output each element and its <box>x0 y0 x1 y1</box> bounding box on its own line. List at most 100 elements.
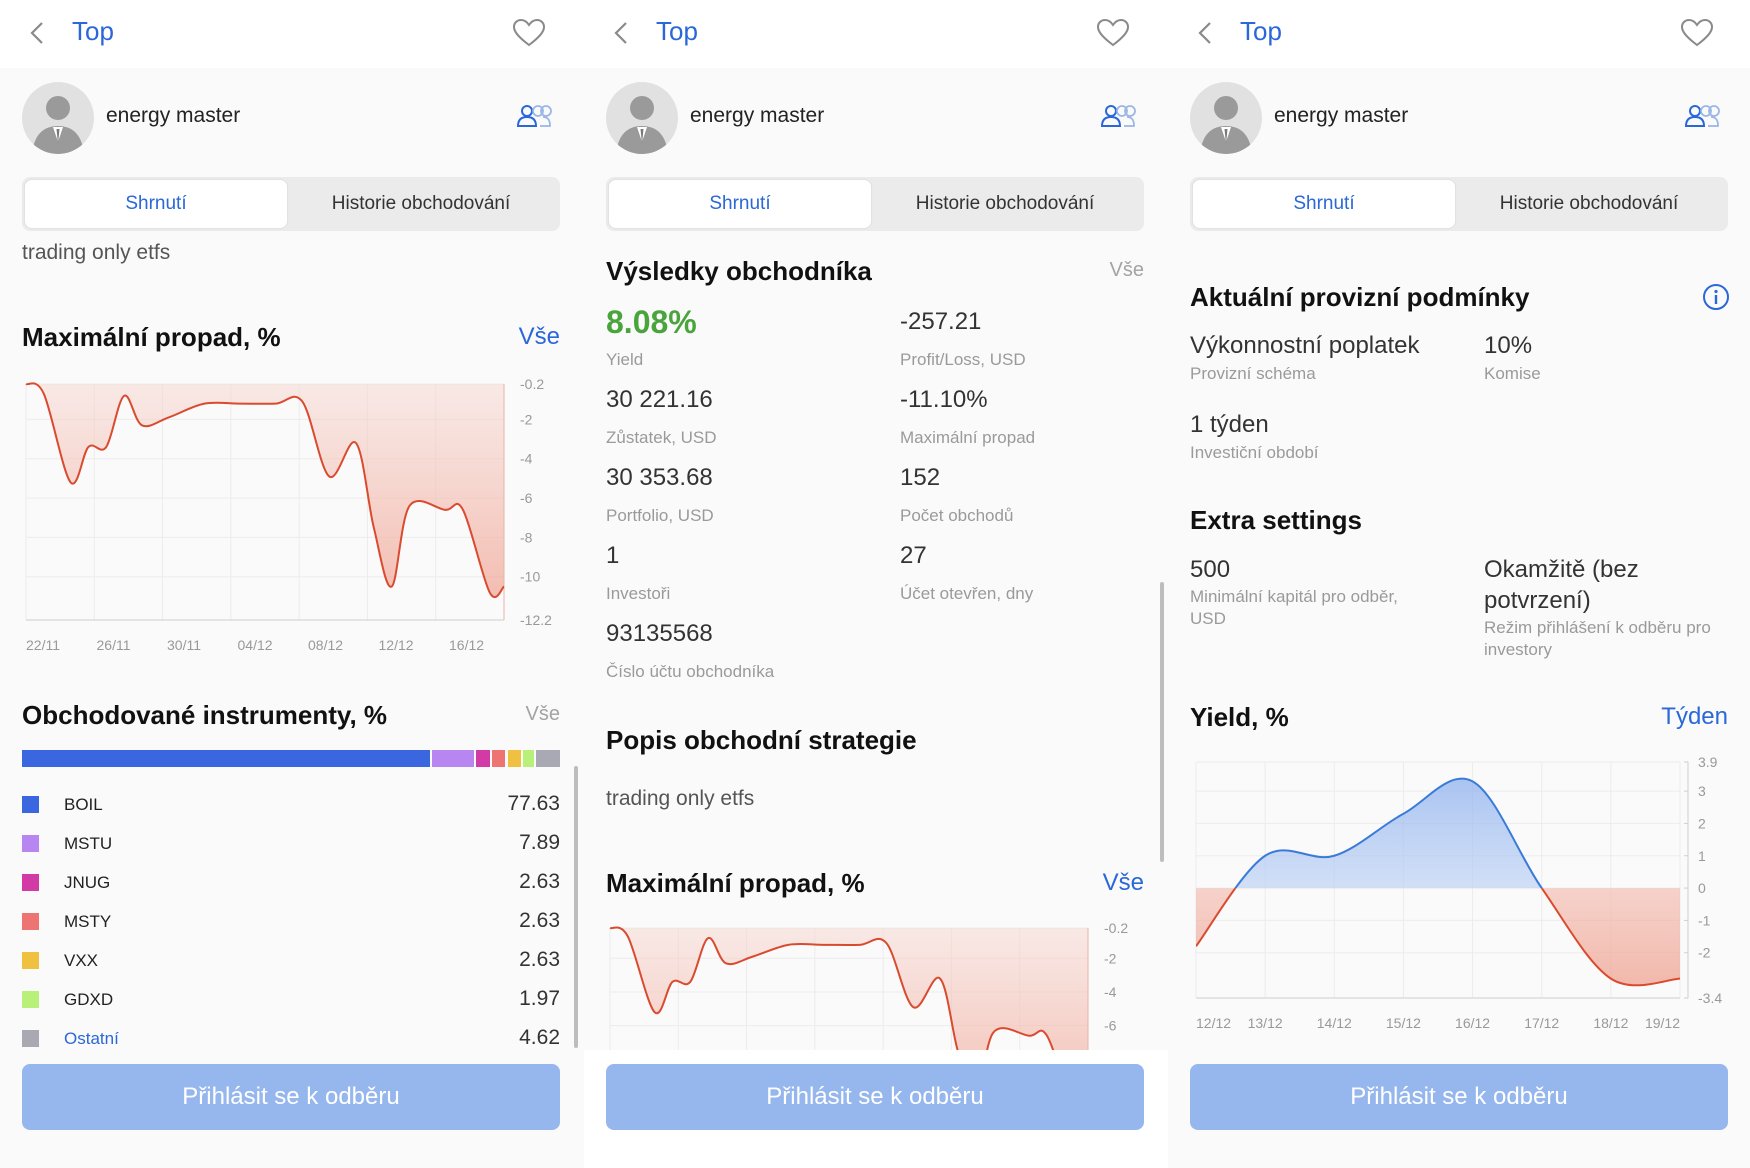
trader-name: energy master <box>1274 104 1409 127</box>
y-tick-label: 0 <box>1698 880 1706 896</box>
stat-value: 30 353.68 <box>606 464 713 491</box>
y-tick-label: -6 <box>520 490 533 506</box>
instrument-name[interactable]: Ostatní <box>64 1029 119 1048</box>
stat-label: Profit/Loss, USD <box>900 350 1026 369</box>
scrollbar[interactable] <box>574 766 578 1048</box>
favorite-heart-icon[interactable] <box>512 18 546 48</box>
stat-label: Portfolio, USD <box>606 506 714 525</box>
top-bar: Top <box>0 0 584 68</box>
subscribe-button[interactable]: Přihlásit se k odběru <box>22 1064 560 1130</box>
drawdown-line <box>25 382 505 599</box>
stat-label: Účet otevřen, dny <box>900 584 1034 603</box>
instruments-all-link[interactable]: Vše <box>525 703 560 725</box>
instrument-share-value: 1.97 <box>519 987 560 1010</box>
instrument-color-swatch <box>22 874 39 891</box>
back-icon[interactable] <box>24 18 52 48</box>
y-tick-label: -0.2 <box>1104 920 1128 936</box>
y-tick-label: -2 <box>1104 950 1117 966</box>
tab-bar: Shrnutí Historie obchodování <box>1190 177 1728 231</box>
investment-period-value: 1 týden <box>1190 411 1269 438</box>
stat-value: 1 <box>606 542 620 569</box>
instrument-bar-segment <box>535 750 560 767</box>
top-bar: Top <box>584 0 1168 68</box>
instrument-share-value: 4.62 <box>519 1026 560 1049</box>
results-all-link[interactable]: Vše <box>1109 259 1144 281</box>
x-tick-label: 15/12 <box>1386 1015 1421 1031</box>
strategy-description: trading only etfs <box>22 241 171 264</box>
commission-scheme-label: Provizní schéma <box>1190 364 1316 383</box>
back-icon[interactable] <box>608 18 636 48</box>
back-title[interactable]: Top <box>656 16 698 46</box>
stat-label: Zůstatek, USD <box>606 428 717 447</box>
instrument-name: MSTY <box>64 912 112 931</box>
stat-label: Investoři <box>606 584 671 603</box>
y-tick-label: 3 <box>1698 783 1706 799</box>
instrument-name: VXX <box>64 951 99 970</box>
x-tick-label: 12/12 <box>1196 1015 1231 1031</box>
commission-scheme-value: Výkonnostní poplatek <box>1190 332 1420 359</box>
tab-summary[interactable]: Shrnutí <box>1193 180 1455 228</box>
stat-value: 30 221.16 <box>606 386 713 413</box>
min-capital-label-line2: USD <box>1190 609 1226 628</box>
y-tick-label: -10 <box>520 569 540 585</box>
panel-commission-conditions: Top energy master Shrnutí Historie obcho… <box>1168 0 1750 1168</box>
stat-value: -257.21 <box>900 308 982 335</box>
subscribers-icon[interactable] <box>516 104 552 128</box>
subscription-mode-label-line2: investory <box>1484 640 1553 659</box>
yield-line-positive <box>1234 777 1543 889</box>
yield-chart: 3.9 3 2 1 0 -1 -2 -3.4 12/12 13/12 14/12 15/12 16/12… <box>1195 754 1722 1031</box>
subscribe-button[interactable]: Přihlásit se k odběru <box>1190 1064 1728 1130</box>
subscribers-icon[interactable] <box>1684 104 1720 128</box>
trader-name: energy master <box>690 104 825 127</box>
x-tick-label: 22/11 <box>26 637 60 653</box>
stat-value: -11.10% <box>900 386 988 413</box>
x-tick-label: 19/12 <box>1645 1015 1680 1031</box>
tab-trading-history[interactable]: Historie obchodování <box>331 193 511 214</box>
subscribers-icon[interactable] <box>1100 104 1136 128</box>
stat-label: Počet obchodů <box>900 506 1014 525</box>
drawdown-all-link[interactable]: Vše <box>518 323 560 350</box>
instruments-title: Obchodované instrumenty, % <box>22 700 388 730</box>
y-tick-label: -2 <box>520 411 533 427</box>
tab-bar: Shrnutí Historie obchodování <box>22 177 560 231</box>
commission-rate-label: Komise <box>1484 364 1541 383</box>
back-icon[interactable] <box>1192 18 1220 48</box>
tab-summary[interactable]: Shrnutí <box>609 180 871 228</box>
y-tick-label: -4 <box>1104 984 1117 1000</box>
info-icon[interactable] <box>1702 283 1730 311</box>
y-tick-label: 2 <box>1698 815 1706 831</box>
instrument-bar-segment <box>22 750 431 767</box>
stat-label: Maximální propad <box>900 428 1036 447</box>
tab-trading-history[interactable]: Historie obchodování <box>915 193 1095 214</box>
x-tick-label: 26/11 <box>97 637 131 653</box>
x-tick-label: 12/12 <box>379 637 414 653</box>
y-tick-label: -3.4 <box>1698 990 1722 1006</box>
back-title[interactable]: Top <box>72 16 114 46</box>
scrollbar[interactable] <box>1160 582 1164 862</box>
y-tick-label: -2 <box>1698 945 1711 961</box>
positive-area-group <box>1196 778 1680 889</box>
stat-value: 8.08% <box>606 304 697 340</box>
strategy-title: Popis obchodní strategie <box>606 725 917 755</box>
drawdown-all-link[interactable]: Vše <box>1102 869 1144 896</box>
favorite-heart-icon[interactable] <box>1096 18 1130 48</box>
tab-trading-history[interactable]: Historie obchodování <box>1499 193 1679 214</box>
instrument-share-value: 2.63 <box>519 870 560 893</box>
stat-value: 93135568 <box>606 620 713 647</box>
x-tick-label: 13/12 <box>1248 1015 1283 1031</box>
instrument-color-swatch <box>22 913 39 930</box>
yield-period-link[interactable]: Týden <box>1661 703 1728 730</box>
plot-area <box>609 926 1089 1050</box>
tab-summary[interactable]: Shrnutí <box>25 180 287 228</box>
instrument-color-swatch <box>22 991 39 1008</box>
subscribe-button[interactable]: Přihlásit se k odběru <box>606 1064 1144 1130</box>
x-tick-label: 16/12 <box>1455 1015 1490 1031</box>
y-tick-label: -12.2 <box>520 612 552 628</box>
yield-positive-area <box>1196 778 1680 889</box>
panel-trader-results: Top energy master Shrnutí Historie obcho… <box>584 0 1168 1168</box>
x-tick-label: 04/12 <box>238 637 273 653</box>
back-title[interactable]: Top <box>1240 16 1282 46</box>
positive-line-group <box>1234 777 1543 889</box>
favorite-heart-icon[interactable] <box>1680 18 1714 48</box>
y-tick-label: 1 <box>1698 848 1706 864</box>
